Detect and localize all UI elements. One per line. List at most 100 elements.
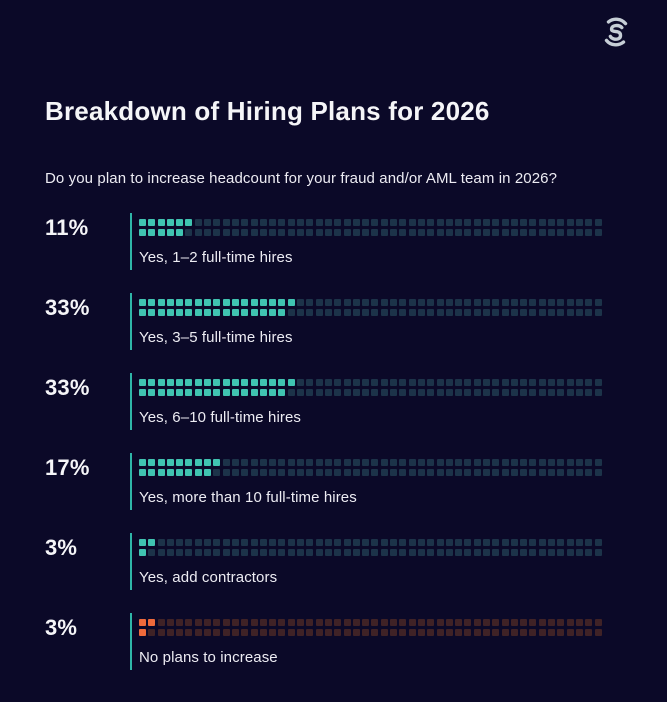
waffle-column [585,539,593,556]
waffle-column [455,379,463,396]
waffle-cell [529,379,537,386]
waffle-cell [455,619,463,626]
waffle-cell [482,619,490,626]
waffle-column [455,619,463,636]
waffle-cell [501,389,509,396]
waffle-cell [390,549,398,556]
waffle-column [566,299,574,316]
waffle-cell [166,619,174,626]
waffle-cell [566,299,574,306]
waffle-column [278,219,286,236]
waffle-column [250,619,258,636]
waffle-column [492,459,500,476]
waffle-cell [473,539,481,546]
waffle-cell [222,229,230,236]
waffle-cell [557,309,565,316]
waffle-column [445,619,453,636]
waffle-cell [436,539,444,546]
waffle-cell [575,629,583,636]
waffle-cell [194,459,202,466]
waffle-column [417,379,425,396]
waffle-column [436,379,444,396]
waffle-cell [380,379,388,386]
waffle-cell [157,219,165,226]
waffle-column [250,219,258,236]
waffle-cell [166,389,174,396]
waffle-cell [380,229,388,236]
waffle-column [157,539,165,556]
waffle-cell [204,309,212,316]
waffle-column [139,299,146,316]
waffle-column [204,299,212,316]
waffle-cell [334,629,342,636]
row-value-label: 3% [45,535,78,560]
waffle-column [557,299,565,316]
waffle-cell [352,619,360,626]
waffle-cell [166,469,174,476]
waffle-cell [194,389,202,396]
waffle-cell [501,619,509,626]
waffle-column [399,459,407,476]
waffle-cell [548,219,556,226]
waffle-column [213,619,221,636]
waffle-cell [417,619,425,626]
waffle-cell [166,539,174,546]
waffle-cell [529,549,537,556]
waffle-column [408,539,416,556]
waffle-cell [362,379,370,386]
waffle-cell [315,299,323,306]
row-category-label: No plans to increase [139,649,278,666]
waffle-cell [473,389,481,396]
waffle-cell [250,309,258,316]
waffle-column [473,379,481,396]
waffle-column [575,219,583,236]
waffle-cell [557,459,565,466]
waffle-column [566,379,574,396]
waffle-cell [538,459,546,466]
waffle-cell [166,549,174,556]
waffle-cell [287,379,295,386]
waffle-cell [362,389,370,396]
waffle-cell [287,459,295,466]
waffle-column [194,539,202,556]
waffle-cell [538,389,546,396]
waffle-column [334,619,342,636]
waffle-cell [585,379,593,386]
waffle-column [362,539,370,556]
waffle-column [575,539,583,556]
waffle-cell [222,459,230,466]
waffle-cell [408,629,416,636]
waffle-cell [231,389,239,396]
waffle-cell [464,619,472,626]
sardine-logo-icon [604,17,628,47]
waffle-cell [557,389,565,396]
waffle-cell [501,229,509,236]
waffle-column [241,539,249,556]
waffle-cell [297,549,305,556]
waffle-column [166,619,174,636]
waffle-column [334,379,342,396]
waffle-cell [278,389,286,396]
waffle-cell [139,619,146,626]
waffle-cell [352,549,360,556]
waffle-column [222,299,230,316]
waffle-cell [390,619,398,626]
waffle-cell [176,379,184,386]
waffle-cell [231,379,239,386]
waffle-column [176,459,184,476]
waffle-cell [399,469,407,476]
waffle-cell [390,389,398,396]
waffle-cell [575,219,583,226]
waffle-cell [259,299,267,306]
waffle-cell [297,619,305,626]
waffle-cell [390,379,398,386]
waffle-cell [148,219,156,226]
waffle-cell [324,299,332,306]
waffle-column [362,619,370,636]
waffle-cell [259,389,267,396]
waffle-cell [538,619,546,626]
waffle-cell [408,469,416,476]
waffle-column [166,459,174,476]
waffle-cell [204,629,212,636]
waffle-column [222,379,230,396]
